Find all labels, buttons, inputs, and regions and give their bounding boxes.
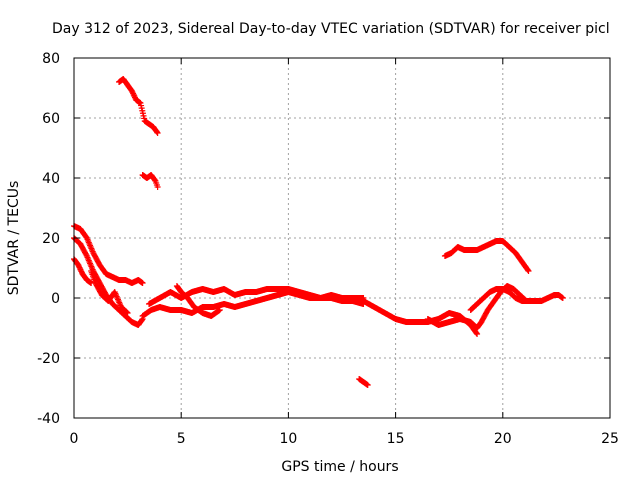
y-tick-label: 80 bbox=[42, 51, 60, 67]
x-axis-label: GPS time / hours bbox=[281, 459, 398, 475]
data-point bbox=[559, 295, 566, 301]
data-point bbox=[151, 177, 158, 184]
data-point bbox=[154, 129, 161, 136]
data-point bbox=[473, 330, 480, 337]
data-point bbox=[216, 307, 223, 313]
axis-ticks: 0 5 10 15 20 25 -40 -20 0 20 40 60 80 bbox=[37, 51, 619, 447]
y-tick-label: -20 bbox=[37, 351, 60, 367]
y-axis-label: SDTVAR / TECUs bbox=[6, 181, 22, 296]
x-tick-label: 25 bbox=[601, 431, 619, 447]
y-tick-label: 40 bbox=[42, 171, 60, 187]
x-tick-label: 0 bbox=[70, 431, 79, 447]
data-point bbox=[474, 331, 481, 337]
chart-title: Day 312 of 2023, Sidereal Day-to-day VTE… bbox=[52, 21, 610, 37]
y-tick-label: 60 bbox=[42, 111, 60, 127]
y-tick-label: 20 bbox=[42, 231, 60, 247]
data-point bbox=[83, 251, 90, 258]
y-tick-label: -40 bbox=[37, 411, 60, 427]
x-tick-label: 20 bbox=[494, 431, 512, 447]
data-point bbox=[524, 267, 531, 274]
x-tick-label: 15 bbox=[387, 431, 405, 447]
x-tick-label: 5 bbox=[177, 431, 186, 447]
data-point bbox=[154, 130, 161, 136]
data-point bbox=[124, 310, 131, 316]
data-point bbox=[364, 382, 371, 388]
x-tick-label: 10 bbox=[279, 431, 297, 447]
y-tick-label: 0 bbox=[51, 291, 60, 307]
data-point bbox=[525, 268, 532, 274]
data-point bbox=[138, 316, 145, 323]
data-point bbox=[139, 280, 146, 286]
data-point bbox=[154, 184, 161, 190]
data-points bbox=[71, 76, 566, 388]
